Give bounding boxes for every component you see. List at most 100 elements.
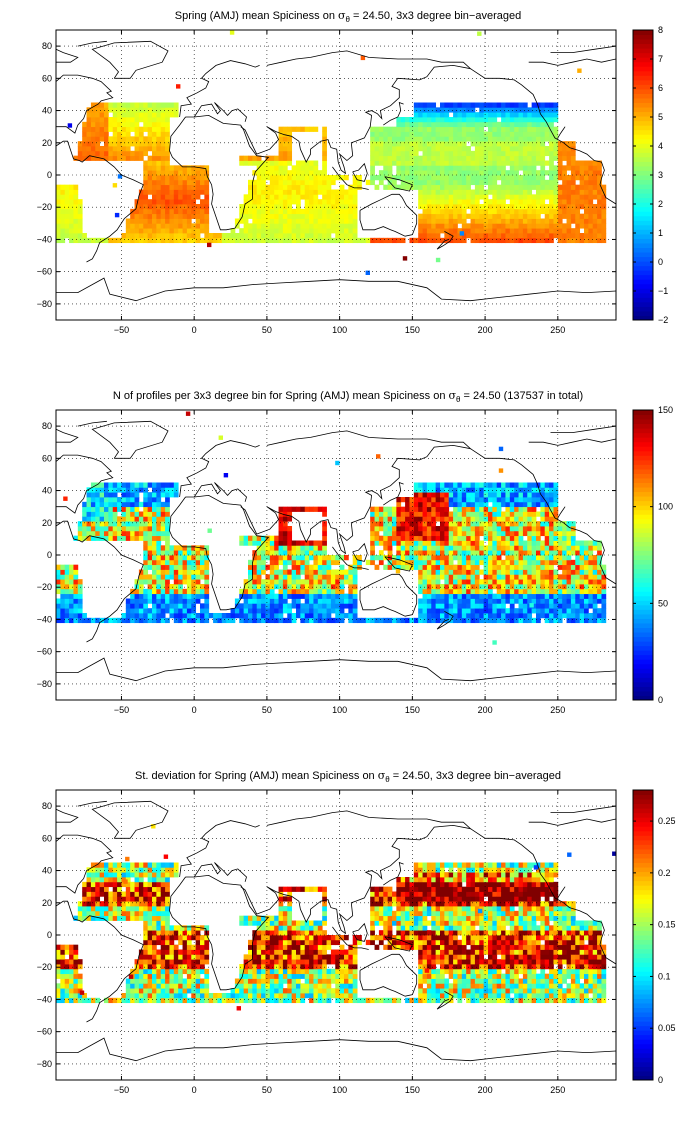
- heat-cell: [435, 535, 441, 541]
- heat-cell: [544, 179, 550, 186]
- heat-cell: [522, 228, 528, 234]
- heat-cell: [426, 184, 432, 190]
- heat-cell: [165, 233, 170, 239]
- heat-cell: [400, 150, 406, 157]
- heat-cell: [274, 194, 279, 200]
- heat-cell: [330, 194, 336, 200]
- heat-cell: [204, 223, 210, 229]
- y-tick-label: −20: [37, 202, 52, 212]
- heat-cell: [457, 131, 463, 137]
- heat-cell: [357, 559, 362, 566]
- heat-cell: [557, 521, 563, 527]
- heat-cell: [570, 170, 576, 176]
- heat-cell: [265, 598, 271, 604]
- heat-cell: [330, 598, 336, 604]
- heat-cell: [514, 155, 519, 161]
- heat-cell: [152, 501, 157, 508]
- heat-cell: [457, 584, 463, 590]
- heat-cell: [112, 107, 118, 113]
- heat-cell: [99, 516, 105, 522]
- heat-cell: [514, 121, 519, 128]
- heat-cell: [265, 218, 271, 224]
- heat-cell: [73, 608, 79, 614]
- heat-cell: [86, 516, 92, 522]
- heat-cell: [540, 141, 546, 147]
- heat-cell: [69, 184, 74, 190]
- heat-cell: [540, 184, 546, 190]
- heat-cell: [160, 516, 166, 522]
- heat-cell: [173, 189, 179, 195]
- heat-cell: [566, 535, 572, 541]
- heat-cell: [522, 179, 528, 186]
- heat-cell: [501, 126, 506, 132]
- heat-cell: [348, 617, 354, 624]
- heat-cell: [352, 213, 358, 219]
- heat-cell: [514, 540, 519, 546]
- heat-cell: [426, 223, 432, 229]
- heat-cell: [562, 588, 567, 595]
- coastline: [550, 45, 617, 53]
- heat-cell: [256, 608, 262, 614]
- heat-cell: [509, 598, 515, 604]
- heat-cell: [483, 608, 489, 614]
- heat-cell: [396, 511, 402, 517]
- heat-cell: [117, 521, 122, 527]
- heat-cell: [339, 588, 345, 595]
- heat-cell: [287, 569, 293, 575]
- y-tick-label: −40: [37, 234, 52, 244]
- heat-cell: [514, 223, 519, 229]
- heat-cell: [514, 175, 519, 181]
- coastline: [352, 542, 368, 562]
- heat-cell: [483, 117, 489, 123]
- heat-cell: [64, 184, 70, 190]
- heat-cell: [234, 603, 240, 609]
- heat-cell: [169, 189, 175, 195]
- heat-cell: [77, 613, 83, 619]
- heat-cell: [466, 102, 471, 108]
- heat-cell: [501, 535, 506, 541]
- heat-cell: [152, 208, 157, 215]
- heat-cell: [56, 584, 61, 590]
- heat-cell: [147, 526, 153, 532]
- heat-cell: [444, 117, 450, 123]
- heat-cell: [448, 204, 454, 210]
- heat-cell: [322, 617, 327, 624]
- y-tick-label: 80: [42, 421, 52, 431]
- heat-cell: [64, 584, 70, 590]
- heat-cell: [448, 564, 454, 570]
- title-prefix: Spring (AMJ) mean Spiciness on: [175, 10, 338, 22]
- colorbar-segment: [633, 532, 653, 538]
- heat-cell: [514, 131, 519, 137]
- heat-cell: [322, 179, 327, 186]
- heat-cell: [531, 223, 537, 229]
- heat-cell: [496, 617, 502, 624]
- heat-cell: [152, 204, 157, 210]
- heat-cell: [431, 564, 437, 570]
- heat-cell: [64, 199, 70, 205]
- heat-cell: [304, 233, 310, 239]
- heat-cell: [64, 569, 70, 575]
- heat-cell: [182, 569, 188, 575]
- heat-cell: [125, 141, 131, 147]
- heat-cell: [457, 170, 463, 176]
- heat-cell: [173, 613, 179, 619]
- coastline: [359, 193, 418, 237]
- heat-cell: [431, 608, 437, 614]
- heat-cell: [156, 555, 162, 561]
- colorbar-segment: [633, 197, 653, 203]
- heat-cell: [104, 511, 109, 517]
- heat-cell: [492, 237, 498, 244]
- heat-cell: [304, 160, 310, 166]
- heat-cell: [108, 141, 114, 147]
- heat-cell: [134, 516, 140, 522]
- heat-cell: [374, 506, 380, 512]
- heat-cell: [422, 184, 428, 190]
- heat-cell: [152, 107, 157, 113]
- heat-cell: [125, 492, 131, 498]
- heat-cell: [335, 208, 341, 215]
- heat-cell: [64, 588, 70, 595]
- heat-cell: [300, 223, 306, 229]
- heat-cell: [461, 574, 467, 580]
- heat-cell: [278, 223, 284, 229]
- heat-cell: [413, 146, 419, 152]
